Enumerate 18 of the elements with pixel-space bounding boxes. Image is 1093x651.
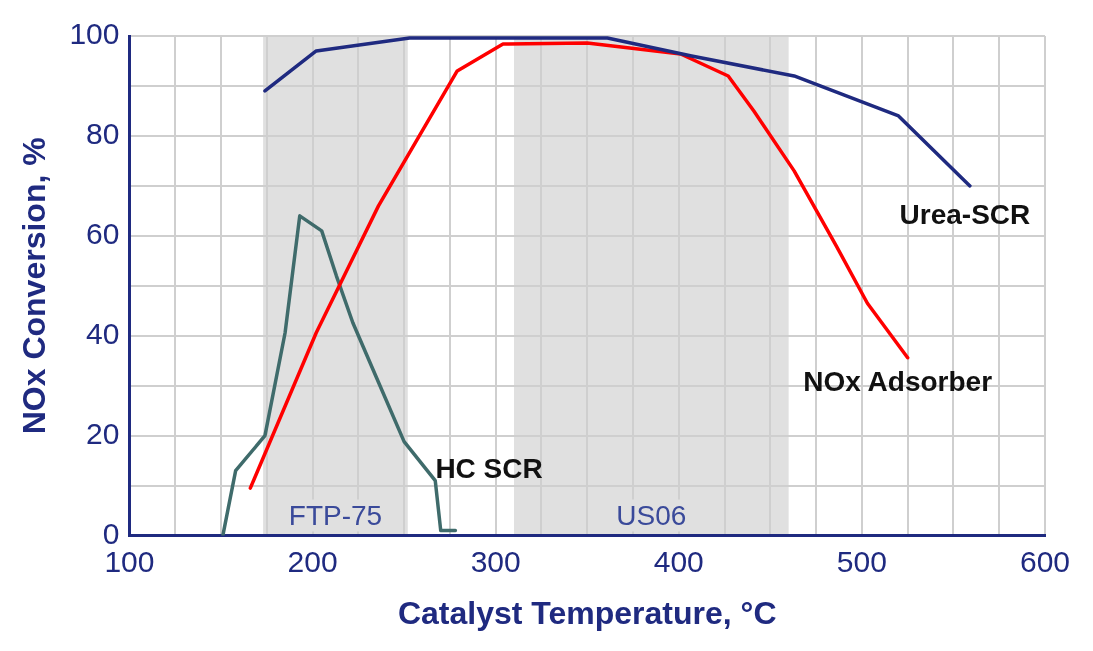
series-label: HC SCR: [435, 453, 543, 485]
x-tick-label: 500: [836, 544, 887, 578]
band-label: FTP-75: [288, 500, 383, 532]
y-tick-label: 20: [86, 416, 120, 450]
y-tick-label: 0: [102, 516, 120, 550]
y-tick-label: 100: [69, 17, 120, 51]
band-label: US06: [616, 500, 687, 532]
y-tick-label: 80: [86, 117, 120, 151]
x-tick-label: 200: [287, 544, 338, 578]
y-tick-label: 60: [86, 217, 120, 251]
series-label: NOx Adsorber: [803, 366, 993, 398]
y-axis-title: NOx Conversion, %: [16, 137, 53, 435]
x-tick-label: 600: [1019, 544, 1071, 578]
x-axis-title: Catalyst Temperature, °C: [397, 594, 777, 631]
x-tick-label: 400: [653, 544, 704, 578]
x-tick-label: 300: [470, 544, 521, 578]
series-label: Urea-SCR: [899, 198, 1031, 230]
y-tick-label: 40: [86, 317, 120, 351]
